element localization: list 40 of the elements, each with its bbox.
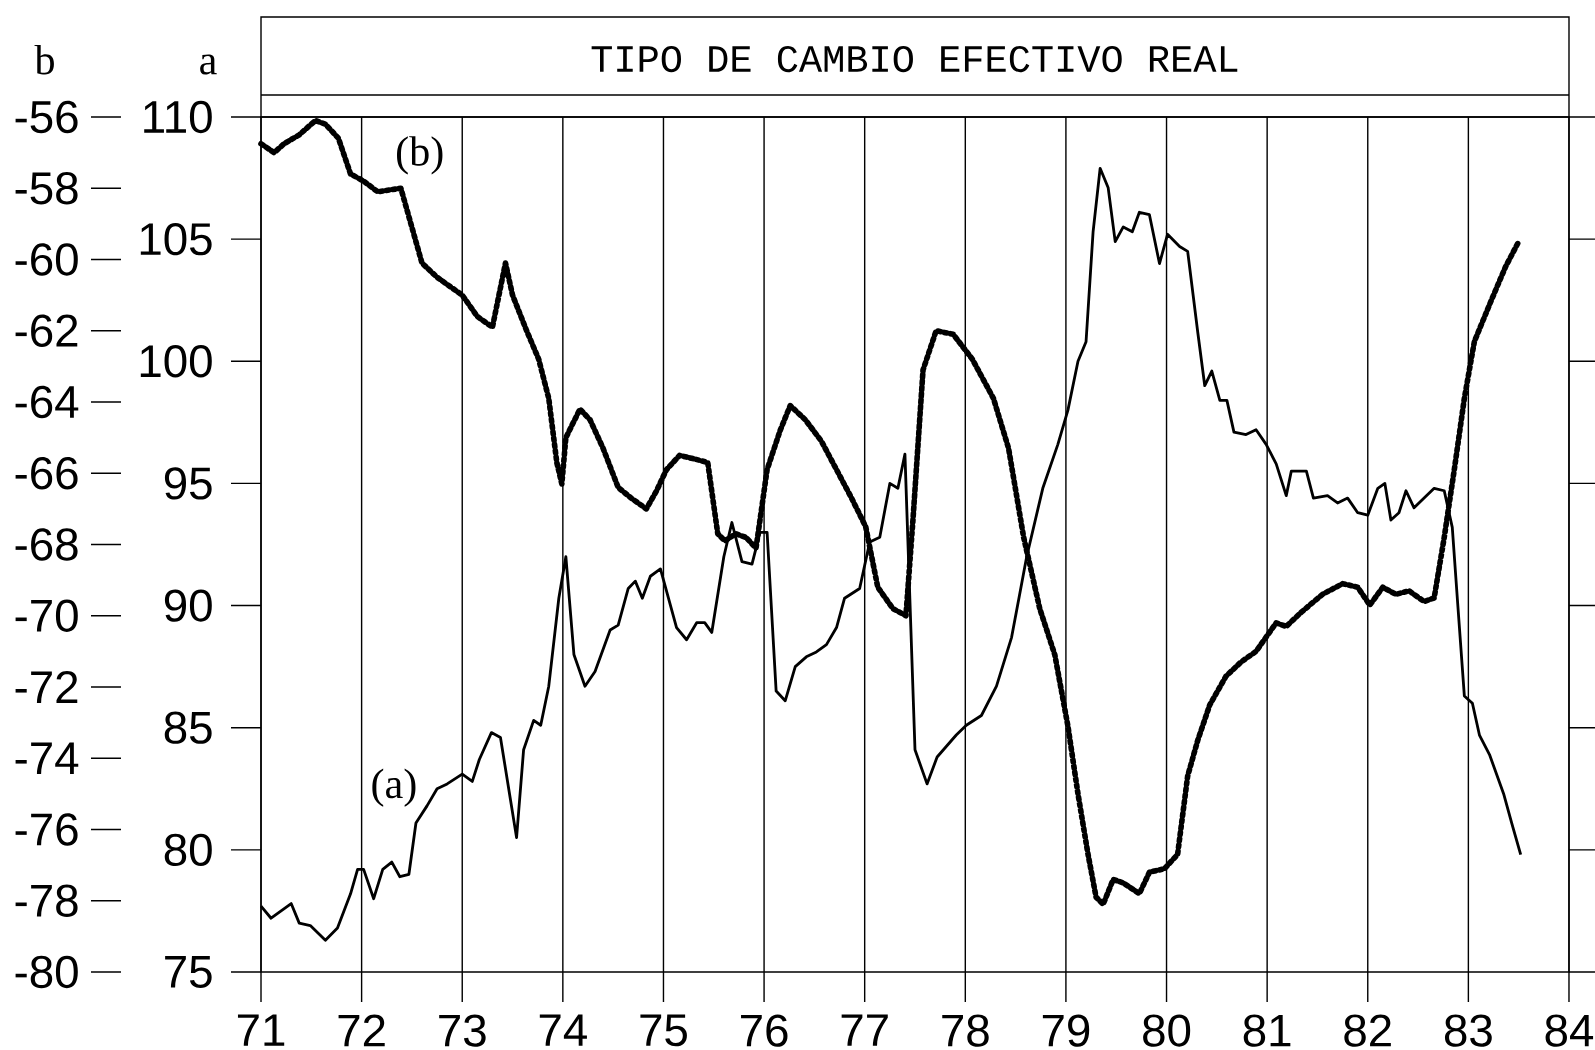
x-tick-label: 78	[942, 1014, 989, 1047]
y-tick-label: 110	[144, 100, 212, 134]
x-tick-label: 81	[1243, 1014, 1291, 1047]
y2-tick-label: -70	[15, 599, 78, 632]
y2-tick-label: -62	[15, 314, 78, 347]
x-tick-label: 73	[439, 1014, 486, 1047]
y2-tick-label: -60	[15, 243, 78, 276]
y-tick-label: 90	[164, 589, 212, 622]
y2-tick-label: -56	[15, 100, 78, 134]
x-tick-label: 80	[1143, 1014, 1191, 1047]
y2-tick-label: -78	[15, 884, 78, 917]
y2-tick-label: -66	[15, 457, 78, 490]
x-tick-label: 84	[1545, 1014, 1594, 1047]
y-axis-title: a	[200, 54, 217, 75]
y2-tick-label: -58	[15, 172, 78, 205]
x-tick-label: 76	[741, 1014, 788, 1047]
x-tick-label: 77	[841, 1014, 888, 1046]
y2-axis-title: b	[34, 44, 54, 75]
y2-tick-label: -76	[15, 813, 78, 846]
x-tick-label: 79	[1042, 1014, 1090, 1047]
y2-tick-label: -64	[15, 385, 79, 419]
y2-tick-label: -80	[15, 955, 78, 989]
y2-tick-label: -74	[15, 742, 79, 774]
y-tick-label: 85	[164, 711, 212, 744]
x-tick-label: 71	[237, 1014, 285, 1046]
y-tick-label: 95	[164, 467, 212, 500]
y-tick-label: 80	[164, 833, 212, 867]
x-tick-label: 75	[640, 1014, 687, 1047]
x-tick-label: 74	[539, 1014, 587, 1046]
y-tick-label: 75	[165, 956, 212, 988]
y2-tick-label: -72	[15, 671, 78, 703]
chart-title: TIPO DE CAMBIO EFECTIVO REAL	[591, 45, 1238, 73]
series-label: (b)	[397, 136, 443, 175]
y2-tick-label: -68	[15, 528, 78, 561]
x-tick-label: 82	[1344, 1014, 1391, 1047]
series-label: (a)	[372, 768, 416, 807]
x-tick-label: 72	[338, 1014, 385, 1047]
x-tick-label: 83	[1444, 1014, 1492, 1047]
y-tick-label: 105	[140, 222, 212, 256]
y-tick-label: 100	[140, 345, 212, 378]
